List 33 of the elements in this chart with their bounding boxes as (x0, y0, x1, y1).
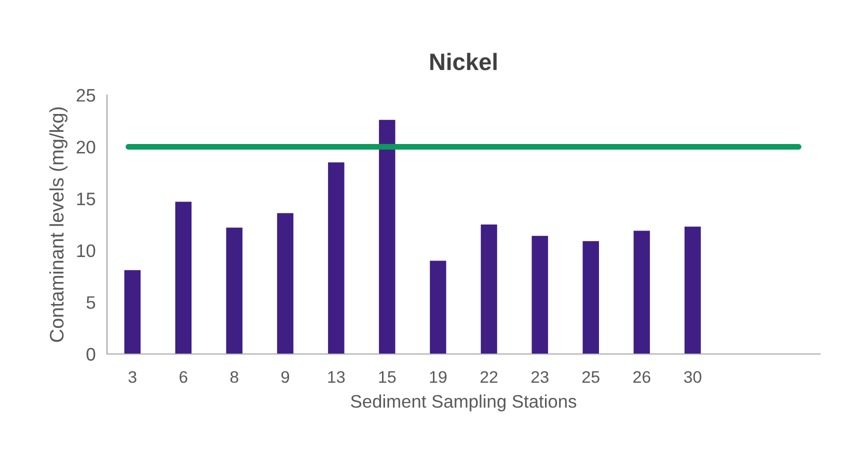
bar (328, 162, 344, 354)
x-tick-label: 25 (582, 371, 600, 383)
bar (124, 270, 141, 354)
y-tick-label: 5 (86, 296, 96, 309)
chart-title: Nickel (430, 52, 497, 70)
y-tick-label: 15 (77, 192, 96, 206)
bar (582, 241, 599, 354)
x-tick-label: 6 (180, 371, 188, 383)
bar (378, 120, 396, 354)
x-tick-label: 23 (531, 371, 548, 383)
x-tick-label: 3 (128, 371, 136, 383)
bar (634, 230, 650, 354)
x-tick-label: 9 (281, 371, 290, 383)
x-tick-label: 13 (328, 371, 345, 383)
x-tick-label: 15 (379, 371, 396, 383)
bar (226, 228, 242, 354)
bar (430, 260, 446, 354)
x-tick-label: 30 (684, 371, 702, 383)
y-axis-title: Contaminant levels (mg/kg) (49, 107, 68, 342)
y-tick-label: 0 (86, 348, 96, 361)
x-tick-label: 19 (430, 371, 447, 383)
bar (175, 202, 192, 354)
bar (277, 213, 294, 354)
bar (480, 224, 498, 354)
x-tick-label: 22 (480, 371, 498, 383)
y-tick-label: 10 (77, 244, 96, 258)
bar (684, 226, 701, 354)
bar (532, 236, 548, 354)
y-tick-label: 20 (76, 140, 96, 154)
y-tick-label: 25 (76, 88, 96, 102)
x-tick-label: 8 (230, 371, 238, 383)
x-axis-title: Sediment Sampling Stations (350, 394, 576, 412)
x-tick-label: 26 (633, 371, 650, 383)
